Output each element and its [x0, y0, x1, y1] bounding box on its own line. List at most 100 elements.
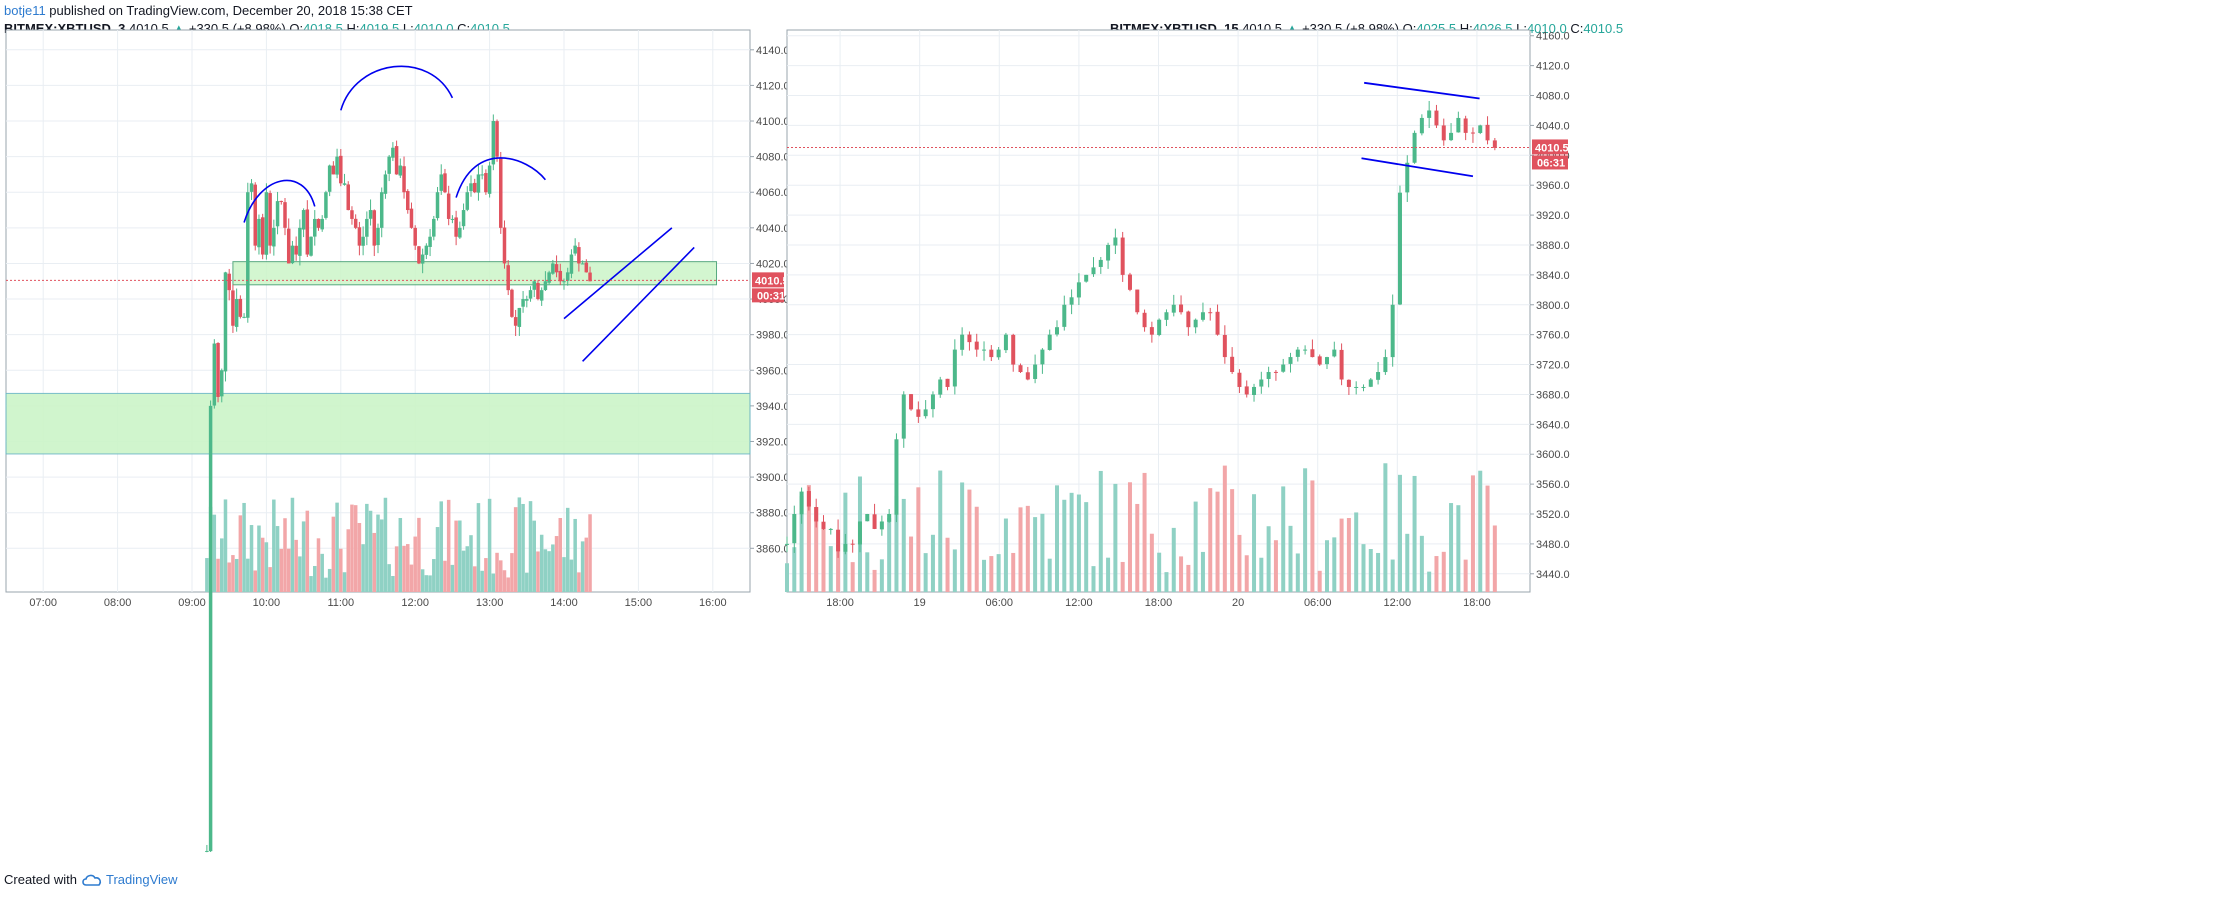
- volume-bar: [376, 514, 380, 592]
- candle-body: [1025, 372, 1030, 380]
- volume-bar: [1149, 533, 1154, 592]
- volume-bar: [1383, 463, 1388, 592]
- volume-bar: [1252, 494, 1257, 592]
- volume-bar: [268, 567, 272, 592]
- volume-bar: [1040, 513, 1045, 592]
- volume-bar: [1361, 544, 1366, 592]
- y-tick-label: 3840.0: [1536, 270, 1570, 282]
- candle-body: [368, 210, 373, 219]
- candle-body: [220, 370, 224, 397]
- volume-bar: [513, 507, 518, 592]
- volume-bar: [554, 536, 559, 592]
- candle-body: [394, 146, 399, 175]
- volume-bar: [1179, 556, 1184, 592]
- candle-body: [1062, 304, 1067, 327]
- candle-body: [327, 165, 332, 192]
- y-tick-label: 4060.0: [756, 187, 790, 199]
- volume-bar: [383, 497, 388, 592]
- y-tick-label: 3980.0: [756, 330, 790, 342]
- volume-bar: [1076, 494, 1081, 592]
- volume-bar: [960, 482, 965, 592]
- candle-body: [1339, 349, 1344, 380]
- candle-body: [1383, 357, 1388, 373]
- candle-body: [398, 165, 403, 176]
- volume-bar: [536, 551, 540, 592]
- tradingview-brand[interactable]: TradingView: [81, 872, 178, 887]
- candle-body: [1135, 289, 1140, 313]
- volume-bar: [220, 538, 224, 592]
- candle-body: [376, 227, 380, 246]
- candle-body: [1434, 110, 1439, 126]
- volume-bar: [850, 562, 855, 592]
- x-tick-label: 12:00: [1384, 597, 1412, 609]
- support-zone-upper: [232, 261, 718, 286]
- last-price-tag: [752, 272, 784, 288]
- candle-body: [1310, 349, 1315, 358]
- candle-body: [792, 514, 797, 544]
- candle-body: [495, 121, 499, 157]
- volume-bar: [424, 575, 429, 592]
- volume-bar: [785, 563, 789, 592]
- candle-body: [1390, 304, 1395, 358]
- candle-body: [1295, 349, 1300, 357]
- candle-body: [865, 514, 870, 522]
- volume-bar: [1120, 561, 1125, 592]
- candle-body: [547, 272, 551, 283]
- volume-bar: [1449, 503, 1454, 592]
- volume-bar: [391, 576, 395, 592]
- volume-bar: [1055, 485, 1060, 592]
- x-tick-label: 07:00: [29, 597, 57, 609]
- candle-body: [1179, 304, 1184, 313]
- candle-body: [253, 184, 257, 246]
- x-tick-label: 06:00: [1304, 597, 1332, 609]
- candle-body: [879, 521, 884, 530]
- candle-body: [242, 316, 246, 318]
- author-link[interactable]: botje11: [4, 3, 46, 18]
- volume-bar: [916, 487, 921, 592]
- candle-body: [577, 247, 581, 264]
- candle-body: [320, 218, 324, 230]
- x-tick-label: 12:00: [1065, 597, 1093, 609]
- candle-body: [952, 349, 957, 387]
- volume-bar: [379, 519, 384, 592]
- candle-body: [257, 218, 261, 248]
- volume-bar: [1098, 470, 1103, 592]
- volume-bar: [1193, 501, 1198, 592]
- volume-bar: [821, 523, 826, 592]
- volume-bar: [1171, 527, 1176, 592]
- candle-body: [1244, 386, 1249, 395]
- volume-bar: [368, 510, 373, 592]
- panel-1: 4160.04120.04080.04040.04000.03960.03920…: [785, 29, 1570, 609]
- volume-bar: [264, 542, 269, 592]
- volume-bar: [458, 520, 462, 592]
- volume-bar: [238, 515, 243, 592]
- x-tick-label: 18:00: [1145, 597, 1173, 609]
- candle-body: [785, 543, 789, 545]
- volume-bar: [938, 470, 943, 592]
- volume-bar: [1106, 557, 1111, 592]
- last-price-text: 4010.5: [1535, 142, 1569, 154]
- volume-bar: [952, 549, 957, 592]
- volume-bar: [930, 534, 935, 592]
- candle-body: [268, 193, 272, 246]
- candle-body: [1470, 132, 1475, 134]
- candle-body: [850, 543, 855, 545]
- volume-bar: [1259, 557, 1264, 592]
- volume-bar: [246, 558, 250, 592]
- volume-bar: [1456, 505, 1461, 592]
- candle-body: [227, 273, 231, 291]
- volume-bar: [353, 505, 358, 592]
- candle-body: [901, 394, 906, 439]
- candle-body: [1427, 110, 1432, 118]
- volume-bar: [465, 546, 470, 592]
- candle-body: [539, 290, 544, 301]
- last-price-tag: [1532, 139, 1568, 155]
- candle-body: [428, 236, 432, 247]
- volume-bar: [1412, 475, 1417, 592]
- candle-body: [1047, 334, 1052, 350]
- candle-body: [223, 272, 228, 372]
- candle-body: [996, 349, 1001, 358]
- candle-body: [298, 227, 302, 256]
- candle-body: [424, 245, 429, 255]
